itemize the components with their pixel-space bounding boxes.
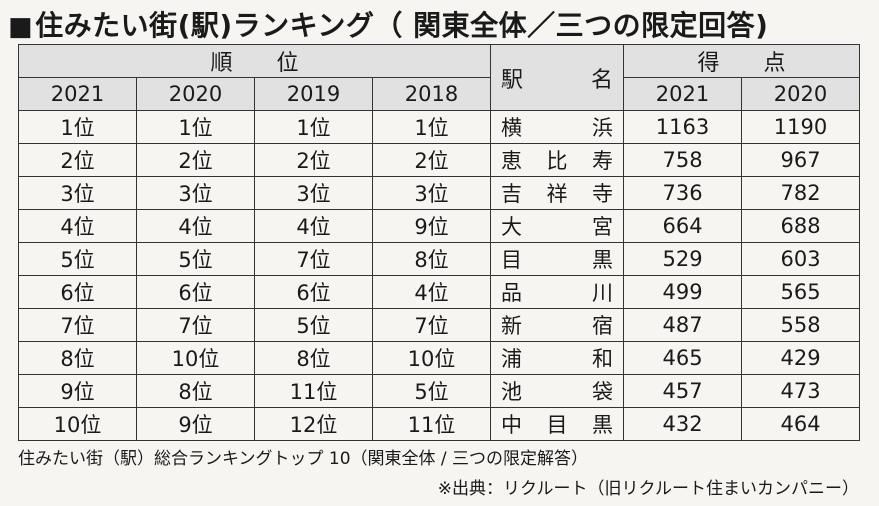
- rank-2018-cell: 5位: [371, 374, 492, 408]
- table-caption: 住みたい街（駅）総合ランキングトップ 10（関東全体 / 三つの限定解答）: [18, 449, 589, 469]
- header-score-year: 2021: [623, 77, 743, 111]
- rank-2021-cell: 6位: [18, 275, 137, 309]
- rank-2020-cell: 10位: [136, 341, 255, 375]
- station-name-cell: 恵 比 寿: [490, 143, 625, 177]
- score-2020-cell: 782: [741, 176, 861, 210]
- rank-2018-cell: 7位: [371, 308, 492, 342]
- rank-2018-cell: 1位: [371, 110, 492, 144]
- header-score: 得 点: [623, 44, 861, 78]
- title-text: 住みたい街(駅)ランキング（ 関東全体／三つの限定回答): [35, 9, 769, 42]
- rank-2021-cell: 8位: [18, 341, 137, 375]
- station-name-cell: 新 宿: [490, 308, 625, 342]
- table-row: 3位 3位 3位 3位吉 祥 寺 736 782: [18, 176, 861, 210]
- score-2021-cell: 487: [623, 308, 743, 342]
- rank-2021-cell: 5位: [18, 242, 137, 276]
- station-name-cell: 大 宮: [490, 209, 625, 243]
- rank-2020-cell: 7位: [136, 308, 255, 342]
- table-row: 6位 6位 6位 4位品 川 499 565: [18, 275, 861, 309]
- score-2021-cell: 499: [623, 275, 743, 309]
- rank-2019-cell: 8位: [254, 341, 373, 375]
- score-2021-cell: 758: [623, 143, 743, 177]
- header-row-years: 2021 2020 2019 2018 2021 2020: [18, 77, 861, 111]
- rank-2019-cell: 6位: [254, 275, 373, 309]
- rank-2018-cell: 2位: [371, 143, 492, 177]
- rank-2021-cell: 10位: [18, 407, 137, 441]
- rank-2020-cell: 6位: [136, 275, 255, 309]
- ranking-table: 順 位 駅 名 得 点 2021 2020 2019 2018 2021 202…: [17, 44, 861, 441]
- score-2021-cell: 529: [623, 242, 743, 276]
- rank-2018-cell: 9位: [371, 209, 492, 243]
- header-rank: 順 位: [17, 44, 492, 78]
- score-2020-cell: 464: [741, 407, 861, 441]
- rank-2019-cell: 7位: [254, 242, 373, 276]
- header-rank-year: 2021: [18, 77, 137, 111]
- rank-2020-cell: 8位: [136, 374, 255, 408]
- header-rank-year: 2018: [371, 77, 492, 111]
- rank-2018-cell: 10位: [371, 341, 492, 375]
- header-rank-year: 2019: [254, 77, 373, 111]
- rank-2019-cell: 11位: [254, 374, 373, 408]
- table-row: 10位 9位 12位 11位中 目 黒 432 464: [18, 407, 861, 441]
- rank-2018-cell: 3位: [371, 176, 492, 210]
- score-2021-cell: 465: [623, 341, 743, 375]
- rank-2021-cell: 7位: [18, 308, 137, 342]
- table-row: 8位 10位 8位 10位浦 和 465 429: [18, 341, 861, 375]
- score-2021-cell: 664: [623, 209, 743, 243]
- header-row-top: 順 位 駅 名 得 点: [17, 44, 861, 111]
- score-2020-cell: 688: [741, 209, 861, 243]
- score-2020-cell: 473: [741, 374, 861, 408]
- rank-2019-cell: 12位: [254, 407, 373, 441]
- rank-2021-cell: 3位: [18, 176, 137, 210]
- station-name-cell: 吉 祥 寺: [490, 176, 625, 210]
- rank-2018-cell: 4位: [371, 275, 492, 309]
- score-2021-cell: 457: [623, 374, 743, 408]
- rank-2021-cell: 1位: [18, 110, 137, 144]
- rank-2020-cell: 5位: [136, 242, 255, 276]
- table-row: 9位 8位 11位 5位池 袋 457 473: [18, 374, 861, 408]
- rank-2021-cell: 2位: [18, 143, 137, 177]
- table-row: 2位 2位 2位 2位恵 比 寿 758 967: [18, 143, 861, 177]
- rank-2020-cell: 9位: [136, 407, 255, 441]
- station-name-cell: 中 目 黒: [490, 407, 625, 441]
- rank-2020-cell: 4位: [136, 209, 255, 243]
- score-2021-cell: 432: [623, 407, 743, 441]
- rank-2020-cell: 1位: [136, 110, 255, 144]
- table-row: 5位 5位 7位 8位目 黒 529 603: [18, 242, 861, 276]
- rank-2019-cell: 1位: [254, 110, 373, 144]
- score-2020-cell: 603: [741, 242, 861, 276]
- rank-2021-cell: 9位: [18, 374, 137, 408]
- rank-2019-cell: 4位: [254, 209, 373, 243]
- score-2020-cell: 967: [741, 143, 861, 177]
- station-name-cell: 浦 和: [490, 341, 625, 375]
- score-2021-cell: 1163: [623, 110, 743, 144]
- rank-2021-cell: 4位: [18, 209, 137, 243]
- page-title: ■住みたい街(駅)ランキング（ 関東全体／三つの限定回答): [8, 4, 768, 44]
- rank-2019-cell: 2位: [254, 143, 373, 177]
- station-name-cell: 目 黒: [490, 242, 625, 276]
- table-row: 7位 7位 5位 7位新 宿 487 558: [18, 308, 861, 342]
- station-name-cell: 池 袋: [490, 374, 625, 408]
- source-note: ※出典：リクルート（旧リクルート住まいカンパニー）: [437, 479, 859, 499]
- score-2020-cell: 565: [741, 275, 861, 309]
- table-row: 1位 1位 1位 1位横 浜 1163 1190: [18, 110, 861, 144]
- score-2020-cell: 1190: [741, 110, 861, 144]
- station-name-cell: 品 川: [490, 275, 625, 309]
- score-2020-cell: 558: [741, 308, 861, 342]
- header-score-year: 2020: [741, 77, 861, 111]
- rank-2019-cell: 3位: [254, 176, 373, 210]
- rank-2020-cell: 2位: [136, 143, 255, 177]
- header-station: 駅 名: [490, 44, 625, 111]
- station-name-cell: 横 浜: [490, 110, 625, 144]
- score-2020-cell: 429: [741, 341, 861, 375]
- rank-2020-cell: 3位: [136, 176, 255, 210]
- header-rank-year: 2020: [136, 77, 255, 111]
- rank-2019-cell: 5位: [254, 308, 373, 342]
- table-row: 4位 4位 4位 9位大 宮 664 688: [18, 209, 861, 243]
- rank-2018-cell: 11位: [371, 407, 492, 441]
- title-marker: ■: [8, 12, 34, 42]
- score-2021-cell: 736: [623, 176, 743, 210]
- rank-2018-cell: 8位: [371, 242, 492, 276]
